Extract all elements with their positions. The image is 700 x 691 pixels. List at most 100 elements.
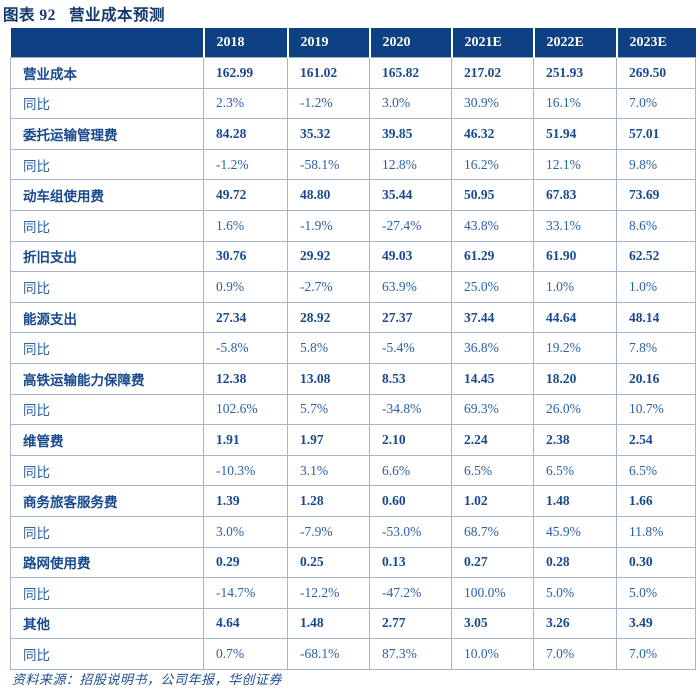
- cell-value: 30.9%: [451, 87, 534, 120]
- cell-value: 37.44: [451, 301, 534, 334]
- cell-value: 6.5%: [533, 454, 617, 487]
- cell-value: 0.27: [451, 546, 534, 579]
- column-header: 2021E: [451, 28, 535, 58]
- cell-value: 6.5%: [616, 454, 696, 487]
- cell-value: 12.38: [203, 362, 288, 395]
- cell-value: -68.1%: [287, 638, 370, 670]
- cell-value: 12.1%: [533, 148, 617, 181]
- row-label: 能源支出: [10, 301, 204, 334]
- table-row: 同比 -10.3% 3.1% 6.6% 6.5% 6.5% 6.5%: [10, 454, 696, 487]
- row-label: 同比: [10, 271, 204, 303]
- cell-value: 6.5%: [451, 454, 534, 487]
- cell-value: 5.0%: [533, 577, 617, 609]
- cell-value: -2.7%: [287, 271, 370, 303]
- cell-value: 165.82: [369, 57, 452, 89]
- row-label: 同比: [10, 515, 204, 548]
- cell-value: -12.2%: [287, 577, 370, 609]
- cell-value: 7.0%: [616, 638, 696, 670]
- cell-value: 68.7%: [451, 515, 534, 548]
- cell-value: 48.14: [616, 301, 696, 334]
- cell-value: -1.2%: [203, 148, 288, 181]
- cell-value: -27.4%: [369, 209, 452, 242]
- column-header-blank: [10, 28, 205, 58]
- cell-value: 84.28: [203, 118, 288, 150]
- cell-value: 26.0%: [533, 393, 617, 426]
- row-label: 同比: [10, 209, 204, 242]
- cell-value: 0.29: [203, 546, 288, 579]
- cell-value: 2.77: [369, 607, 452, 640]
- cell-value: 0.30: [616, 546, 696, 579]
- table-row: 同比 -1.2% -58.1% 12.8% 16.2% 12.1% 9.8%: [10, 148, 696, 181]
- cell-value: 63.9%: [369, 271, 452, 303]
- cell-value: 0.13: [369, 546, 452, 579]
- cell-value: 39.85: [369, 118, 452, 150]
- cell-value: 0.60: [369, 485, 452, 517]
- cell-value: 49.03: [369, 240, 452, 273]
- cell-value: -10.3%: [203, 454, 288, 487]
- column-header: 2019: [287, 28, 371, 58]
- cell-value: 3.0%: [203, 515, 288, 548]
- cell-value: 3.05: [451, 607, 534, 640]
- cell-value: 43.8%: [451, 209, 534, 242]
- row-label: 折旧支出: [10, 240, 204, 273]
- cell-value: 2.54: [616, 424, 696, 456]
- cell-value: 1.66: [616, 485, 696, 517]
- cell-value: 3.1%: [287, 454, 370, 487]
- cell-value: 61.90: [533, 240, 617, 273]
- cell-value: 49.72: [203, 179, 288, 211]
- cell-value: 1.48: [287, 607, 370, 640]
- cell-value: 16.2%: [451, 148, 534, 181]
- cell-value: 45.9%: [533, 515, 617, 548]
- cell-value: 100.0%: [451, 577, 534, 609]
- cell-value: 30.76: [203, 240, 288, 273]
- cell-value: 1.91: [203, 424, 288, 456]
- cell-value: 10.7%: [616, 393, 696, 426]
- row-label: 高铁运输能力保障费: [10, 362, 204, 395]
- cell-value: 50.95: [451, 179, 534, 211]
- row-label: 同比: [10, 577, 204, 609]
- table-row: 同比 -14.7% -12.2% -47.2% 100.0% 5.0% 5.0%: [10, 577, 696, 609]
- table-body: 营业成本 162.99 161.02 165.82 217.02 251.93 269.50…: [10, 57, 696, 670]
- cell-value: 251.93: [533, 57, 617, 89]
- cell-value: 7.0%: [533, 638, 617, 670]
- cell-value: 13.08: [287, 362, 370, 395]
- table-row: 同比 102.6% 5.7% -34.8% 69.3% 26.0% 10.7%: [10, 393, 696, 426]
- cell-value: -1.9%: [287, 209, 370, 242]
- table-row: 同比 0.7% -68.1% 87.3% 10.0% 7.0% 7.0%: [10, 638, 696, 670]
- page-title: 图表 92 营业成本预测: [3, 7, 166, 24]
- cell-value: 51.94: [533, 118, 617, 150]
- cell-value: 4.64: [203, 607, 288, 640]
- row-label: 同比: [10, 332, 204, 364]
- cell-value: 2.10: [369, 424, 452, 456]
- cell-value: 33.1%: [533, 209, 617, 242]
- cell-value: 44.64: [533, 301, 617, 334]
- cell-value: -53.0%: [369, 515, 452, 548]
- cell-value: 1.6%: [203, 209, 288, 242]
- row-label: 其他: [10, 607, 204, 640]
- cell-value: 19.2%: [533, 332, 617, 364]
- cell-value: -5.8%: [203, 332, 288, 364]
- cell-value: -47.2%: [369, 577, 452, 609]
- cell-value: 67.83: [533, 179, 617, 211]
- cell-value: -58.1%: [287, 148, 370, 181]
- cell-value: -1.2%: [287, 87, 370, 120]
- cell-value: 162.99: [203, 57, 288, 89]
- cell-value: 25.0%: [451, 271, 534, 303]
- column-header: 2022E: [533, 28, 618, 58]
- row-label: 委托运输管理费: [10, 118, 204, 150]
- row-label: 同比: [10, 638, 204, 670]
- cell-value: 1.02: [451, 485, 534, 517]
- table-row: 折旧支出 30.76 29.92 49.03 61.29 61.90 62.52: [10, 240, 696, 273]
- cell-value: 8.53: [369, 362, 452, 395]
- cell-value: 1.39: [203, 485, 288, 517]
- cell-value: 27.37: [369, 301, 452, 334]
- row-label: 同比: [10, 454, 204, 487]
- row-label: 同比: [10, 87, 204, 120]
- table-row: 同比 0.9% -2.7% 63.9% 25.0% 1.0% 1.0%: [10, 271, 696, 303]
- cell-value: 2.38: [533, 424, 617, 456]
- cell-value: 48.80: [287, 179, 370, 211]
- source-note: 资料来源：招股说明书，公司年报，华创证券: [12, 672, 283, 687]
- cell-value: 73.69: [616, 179, 696, 211]
- cell-value: 1.48: [533, 485, 617, 517]
- table-row: 营业成本 162.99 161.02 165.82 217.02 251.93 269.50: [10, 57, 696, 89]
